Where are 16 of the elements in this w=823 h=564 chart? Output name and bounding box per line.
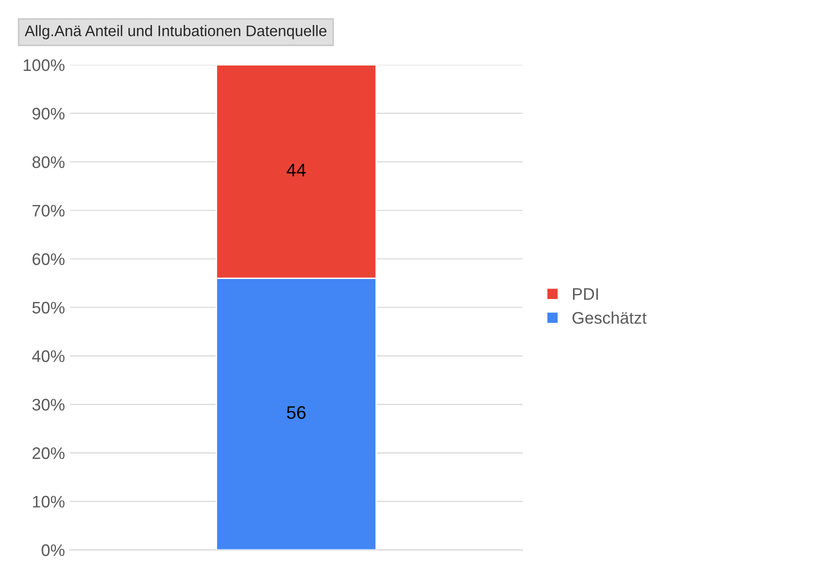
- y-tick-label: 60%: [32, 253, 64, 266]
- legend-label: Geschätzt: [572, 312, 647, 324]
- y-tick-label: 0%: [42, 544, 64, 556]
- y-tick-label: 20%: [32, 447, 64, 460]
- y-tick-label: 90%: [32, 108, 64, 120]
- y-tick-label: 50%: [32, 302, 64, 314]
- y-tick-label: 30%: [32, 398, 64, 411]
- data-label: 56: [286, 406, 306, 419]
- y-tick-label: 80%: [32, 156, 64, 168]
- y-tick-label: 100%: [24, 59, 65, 72]
- y-tick-label: 10%: [33, 496, 64, 508]
- legend-label: PDI: [573, 288, 598, 300]
- chart-title: Allg.Anä Anteil und Intubationen Datenquelle: [24, 25, 326, 40]
- y-tick-label: 40%: [32, 350, 64, 362]
- y-tick-label: 70%: [32, 204, 64, 217]
- data-label: 44: [286, 164, 306, 176]
